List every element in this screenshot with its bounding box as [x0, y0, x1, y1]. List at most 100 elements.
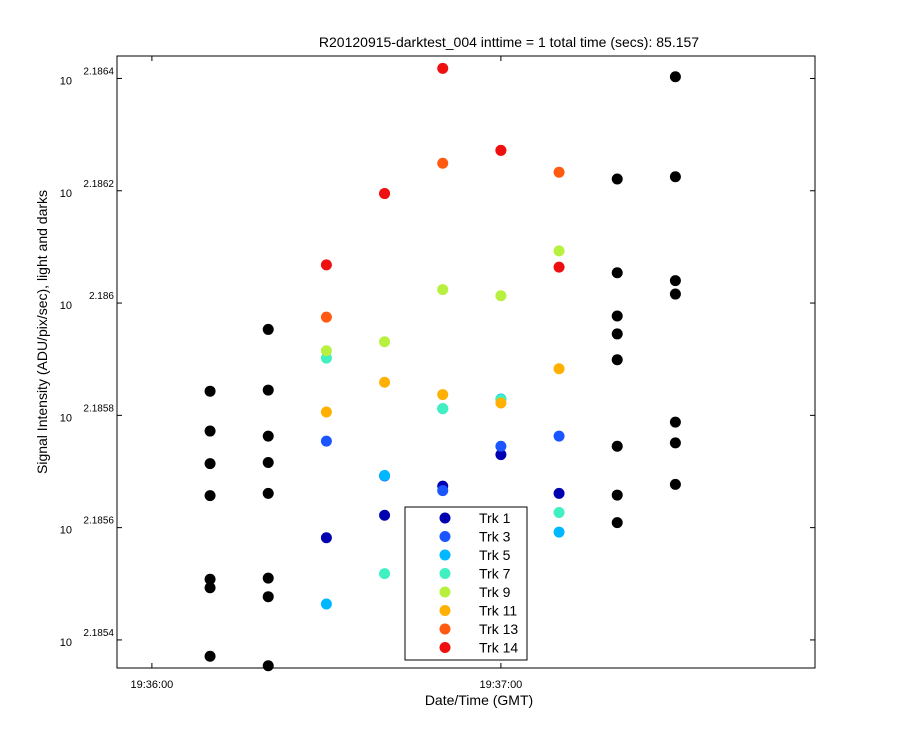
legend-label: Trk 5 — [479, 547, 511, 563]
point-trk-14 — [553, 261, 565, 273]
legend-marker — [439, 568, 451, 579]
y-tick-exponent: 2.1854 — [83, 628, 114, 639]
dark-point — [611, 173, 623, 185]
point-trk-14 — [320, 259, 332, 271]
point-trk-3 — [437, 485, 449, 497]
point-trk-9 — [320, 345, 332, 357]
point-trk-11 — [379, 376, 391, 388]
point-trk-1 — [379, 509, 391, 521]
point-trk-9 — [553, 245, 565, 257]
dark-point — [262, 430, 274, 442]
x-tick-label: 19:37:00 — [479, 679, 522, 691]
x-tick-label: 19:36:00 — [130, 679, 173, 691]
point-trk-7 — [553, 506, 565, 518]
y-tick-base: 10 — [60, 637, 72, 649]
legend-marker — [439, 531, 451, 542]
dark-point — [669, 478, 681, 490]
legend-marker — [439, 623, 451, 635]
point-trk-1 — [553, 487, 565, 499]
data-points — [204, 62, 681, 672]
y-tick-base: 10 — [60, 412, 72, 424]
point-trk-11 — [553, 363, 565, 375]
y-axis-label: Signal Intensity (ADU/pix/sec), light an… — [34, 190, 50, 474]
dark-point — [262, 384, 274, 396]
dark-point — [611, 489, 623, 501]
dark-point — [262, 323, 274, 335]
point-trk-7 — [437, 403, 449, 415]
y-tick-base: 10 — [60, 75, 72, 87]
dark-point — [262, 487, 274, 499]
dark-point — [611, 310, 623, 322]
dark-point — [262, 591, 274, 603]
chart-title: R20120915-darktest_004 inttime = 1 total… — [319, 34, 699, 50]
point-trk-9 — [379, 336, 391, 348]
point-trk-9 — [495, 290, 507, 302]
point-trk-14 — [495, 144, 507, 156]
legend-label: Trk 14 — [479, 640, 518, 656]
point-trk-11 — [495, 397, 507, 409]
dark-point — [669, 288, 681, 300]
legend-marker — [439, 549, 451, 561]
dark-point — [669, 71, 681, 83]
x-axis-label: Date/Time (GMT) — [425, 692, 533, 708]
point-trk-9 — [437, 284, 449, 296]
legend-label: Trk 7 — [479, 566, 511, 582]
point-trk-3 — [553, 430, 565, 442]
legend-box — [404, 506, 528, 661]
point-trk-5 — [553, 526, 565, 538]
legend-label: Trk 1 — [479, 510, 511, 526]
dark-point — [611, 267, 623, 279]
dark-point — [611, 354, 623, 366]
dark-point — [611, 328, 623, 340]
dark-point — [669, 171, 681, 183]
legend-label: Trk 13 — [479, 621, 518, 637]
point-trk-11 — [320, 406, 332, 418]
legend-marker — [439, 512, 451, 524]
point-trk-7 — [379, 568, 391, 580]
legend-marker — [439, 642, 451, 653]
y-tick-base: 10 — [60, 188, 72, 200]
point-trk-14 — [437, 62, 449, 74]
dark-point — [204, 582, 216, 594]
point-trk-3 — [320, 435, 332, 447]
point-trk-3 — [495, 440, 507, 452]
dark-point — [262, 572, 274, 584]
dark-point — [669, 437, 681, 449]
point-trk-5 — [379, 469, 391, 481]
dark-point — [262, 660, 274, 672]
y-tick-exponent: 2.1864 — [83, 66, 114, 77]
dark-point — [204, 573, 216, 585]
dark-point — [204, 490, 216, 502]
legend-label: Trk 11 — [479, 603, 517, 619]
legend-marker — [439, 605, 451, 616]
point-trk-13 — [320, 311, 332, 323]
y-tick-exponent: 2.1858 — [83, 403, 114, 414]
dark-point — [669, 416, 681, 428]
legend-label: Trk 9 — [479, 584, 511, 600]
dark-point — [611, 517, 623, 529]
dark-point — [611, 440, 623, 452]
point-trk-13 — [553, 166, 565, 178]
legend: Trk 1 Trk 3 Trk 5 Trk 7 Trk 9 Trk 11 Trk 13 Trk… — [404, 506, 528, 661]
legend-label: Trk 3 — [479, 529, 511, 545]
dark-point — [204, 650, 216, 662]
axis-ticks: 10 2.1854 10 2.1856 10 2.1858 10 2.186 10 2.1862 1… — [60, 56, 815, 691]
point-trk-1 — [495, 449, 507, 461]
y-tick-exponent: 2.186 — [89, 291, 114, 302]
y-tick-base: 10 — [60, 300, 72, 312]
point-trk-5 — [320, 598, 332, 610]
y-tick-exponent: 2.1862 — [83, 179, 114, 190]
y-tick-base: 10 — [60, 525, 72, 537]
dark-point — [204, 425, 216, 437]
legend-marker — [439, 586, 451, 598]
dark-point — [669, 275, 681, 287]
point-trk-11 — [437, 389, 449, 401]
point-trk-13 — [437, 157, 449, 169]
y-tick-exponent: 2.1856 — [83, 516, 114, 527]
dark-point — [262, 457, 274, 469]
point-trk-14 — [379, 188, 391, 200]
dark-point — [204, 385, 216, 397]
dark-point — [204, 458, 216, 470]
point-trk-1 — [320, 532, 332, 544]
